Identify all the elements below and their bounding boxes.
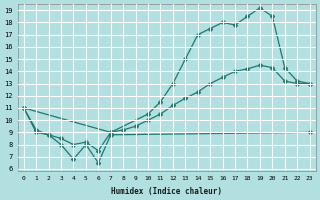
X-axis label: Humidex (Indice chaleur): Humidex (Indice chaleur) <box>111 187 222 196</box>
